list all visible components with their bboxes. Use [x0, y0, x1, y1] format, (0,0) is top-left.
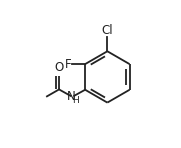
- Text: O: O: [54, 61, 64, 74]
- Text: H: H: [73, 96, 79, 105]
- Text: N: N: [67, 90, 76, 103]
- Text: Cl: Cl: [102, 24, 113, 37]
- Text: F: F: [65, 58, 71, 71]
